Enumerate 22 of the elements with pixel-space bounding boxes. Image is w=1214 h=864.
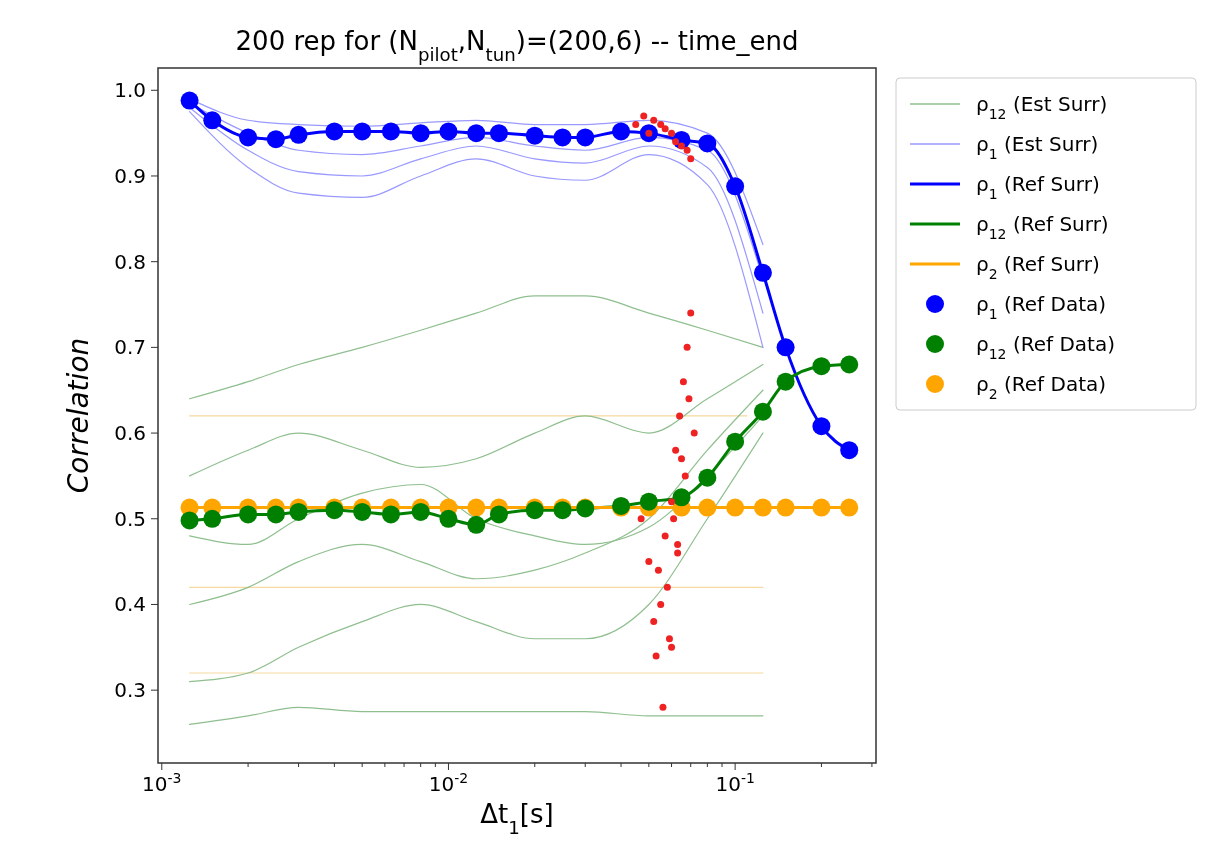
legend-label: ρ$_{12}$ (Ref Data)	[976, 332, 1115, 362]
chart-title: 200 rep for (N$_{pilot}$,N$_{tun}$)=(200,6) -- time_end	[235, 26, 799, 65]
legend-label: ρ$_{12}$ (Est Surr)	[976, 92, 1108, 122]
y-tick-label: 1.0	[114, 78, 146, 103]
y-tick-label: 0.6	[114, 421, 146, 446]
x-axis-title: Δt$_{1}$[s]	[480, 799, 554, 838]
legend-label: ρ$_{1}$ (Ref Data)	[976, 292, 1107, 322]
y-tick-label: 0.9	[114, 163, 146, 188]
y-tick-label: 0.8	[114, 249, 146, 274]
legend-label: ρ$_{1}$ (Ref Surr)	[976, 172, 1100, 202]
x-tick-label: 10$^{-1}$	[715, 770, 755, 796]
y-axis-title: Correlation	[62, 337, 95, 494]
legend-label: ρ$_{1}$ (Est Surr)	[976, 132, 1099, 162]
legend-label: ρ$_{2}$ (Ref Surr)	[976, 252, 1100, 282]
x-tick-label: 10$^{-3}$	[142, 770, 182, 796]
y-tick-label: 0.4	[114, 592, 146, 617]
y-tick-label: 0.5	[114, 506, 146, 531]
y-tick-label: 0.7	[114, 335, 146, 360]
y-tick-label: 0.3	[114, 678, 146, 703]
legend-label: ρ$_{12}$ (Ref Surr)	[976, 212, 1109, 242]
x-tick-label: 10$^{-2}$	[428, 770, 469, 796]
legend-label: ρ$_{2}$ (Ref Data)	[976, 372, 1107, 402]
